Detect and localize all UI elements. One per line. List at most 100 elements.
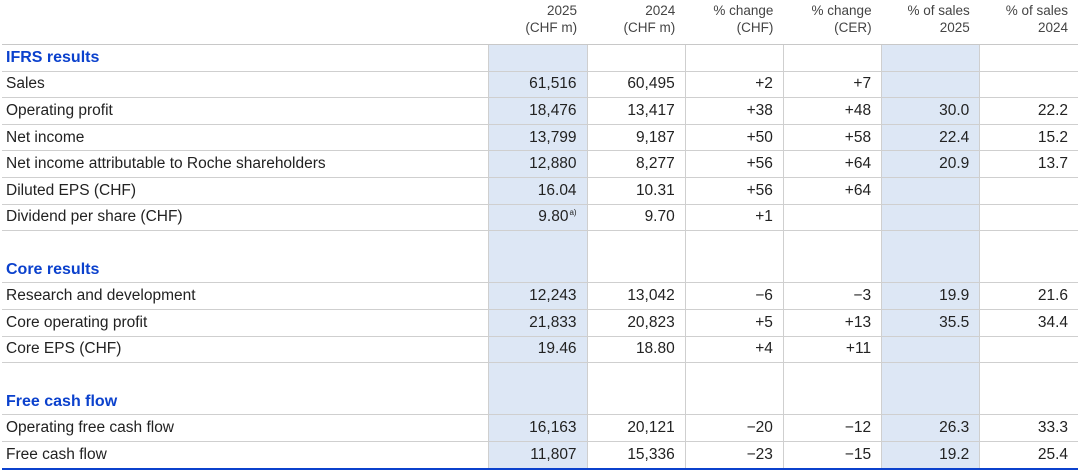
column-header-line: (CHF m)	[525, 20, 578, 35]
empty-cell	[881, 71, 980, 99]
value-cell: −12	[782, 414, 882, 442]
empty-cell	[586, 362, 686, 389]
column-header: 2024 (CHF m)	[587, 0, 686, 45]
column-header: % of sales 2024	[979, 0, 1078, 45]
value-cell: +38	[684, 97, 784, 125]
value-cell: 18.80	[586, 336, 686, 364]
column-header: % change (CHF)	[685, 0, 784, 45]
row-label: Net income attributable to Roche shareho…	[2, 150, 489, 178]
section-row: Core results	[2, 256, 1078, 284]
value-cell: +2	[684, 71, 784, 99]
empty-cell	[881, 230, 980, 257]
value-cell: 12,243	[488, 282, 588, 310]
section-row: Free cash flow	[2, 388, 1078, 416]
data-row: Research and development 12,243 13,042 −6 −3…	[2, 282, 1078, 310]
value-cell: −23	[684, 441, 784, 470]
value-cell: 22.4	[881, 124, 980, 152]
value-cell: +11	[782, 336, 882, 364]
spacer-cell	[2, 231, 489, 257]
value-cell: +4	[684, 336, 784, 364]
empty-cell	[881, 388, 980, 416]
empty-cell	[488, 362, 588, 389]
value-cell: 21,833	[488, 309, 588, 337]
spacer-row	[2, 362, 1078, 389]
empty-cell	[782, 388, 882, 416]
empty-cell	[979, 388, 1078, 416]
empty-cell	[782, 362, 882, 389]
value-cell: 13,042	[586, 282, 686, 310]
value-cell: +7	[782, 71, 882, 99]
value-cell: +48	[782, 97, 882, 125]
empty-cell	[979, 362, 1078, 389]
empty-cell	[488, 256, 588, 284]
value-cell: 9,187	[586, 124, 686, 152]
value-cell: 8,277	[586, 150, 686, 178]
value-cell: 9.80a)	[488, 204, 588, 232]
value-cell: −20	[684, 414, 784, 442]
empty-cell	[979, 204, 1078, 232]
value-cell: 10.31	[586, 177, 686, 205]
value-cell: 19.9	[881, 282, 980, 310]
empty-cell	[979, 230, 1078, 257]
row-label: Sales	[2, 71, 489, 99]
empty-cell	[881, 44, 980, 72]
value-cell: −6	[684, 282, 784, 310]
column-header-line: (CHF)	[736, 20, 774, 35]
empty-cell	[979, 177, 1078, 205]
column-header-line: (CER)	[834, 20, 872, 35]
value-cell: 11,807	[488, 441, 588, 470]
column-header-line: % change	[713, 3, 774, 18]
data-row: Diluted EPS (CHF) 16.04 10.31 +56 +64	[2, 177, 1078, 205]
value-cell: 34.4	[979, 309, 1078, 337]
value-cell: 22.2	[979, 97, 1078, 125]
value-cell: 33.3	[979, 414, 1078, 442]
value-cell: 30.0	[881, 97, 980, 125]
empty-cell	[881, 336, 980, 364]
value-cell: 15,336	[586, 441, 686, 470]
value-cell: 13,799	[488, 124, 588, 152]
value-cell: +50	[684, 124, 784, 152]
empty-cell	[684, 388, 784, 416]
section-title: IFRS results	[2, 44, 489, 72]
row-label: Operating profit	[2, 97, 489, 125]
empty-cell	[586, 44, 686, 72]
data-row: Operating profit 18,476 13,417 +38 +48 30.0 22…	[2, 97, 1078, 125]
value-cell: 18,476	[488, 97, 588, 125]
value-cell: 35.5	[881, 309, 980, 337]
data-row: Free cash flow 11,807 15,336 −23 −15 19.2 25.4	[2, 441, 1078, 470]
value-cell: 15.2	[979, 124, 1078, 152]
value-cell: 26.3	[881, 414, 980, 442]
column-header-line: % of sales	[907, 3, 970, 18]
value-cell: 16.04	[488, 177, 588, 205]
row-label: Operating free cash flow	[2, 414, 489, 442]
value-cell: 61,516	[488, 71, 588, 99]
empty-cell	[881, 204, 980, 232]
empty-cell	[979, 44, 1078, 72]
value-cell: +64	[782, 150, 882, 178]
empty-cell	[684, 256, 784, 284]
value-cell: 13,417	[586, 97, 686, 125]
data-row: Dividend per share (CHF) 9.80a) 9.70 +1	[2, 204, 1078, 232]
value-cell: 9.70	[586, 204, 686, 232]
value-cell: 16,163	[488, 414, 588, 442]
empty-cell	[586, 230, 686, 257]
row-label: Core EPS (CHF)	[2, 336, 489, 364]
data-row: Core operating profit 21,833 20,823 +5 +13 35…	[2, 309, 1078, 337]
value-cell: 21.6	[979, 282, 1078, 310]
header-blank	[2, 0, 489, 45]
column-header-line: % change	[811, 3, 872, 18]
empty-cell	[782, 44, 882, 72]
empty-cell	[586, 388, 686, 416]
empty-cell	[881, 177, 980, 205]
value-cell: +64	[782, 177, 882, 205]
column-header: 2025 (CHF m)	[488, 0, 588, 45]
value-cell: 13.7	[979, 150, 1078, 178]
data-row: Core EPS (CHF) 19.46 18.80 +4 +11	[2, 336, 1078, 364]
empty-cell	[586, 256, 686, 284]
row-label: Core operating profit	[2, 309, 489, 337]
value-cell: 19.46	[488, 336, 588, 364]
value-cell: 60,495	[586, 71, 686, 99]
value-cell: +5	[684, 309, 784, 337]
value-cell: 20.9	[881, 150, 980, 178]
